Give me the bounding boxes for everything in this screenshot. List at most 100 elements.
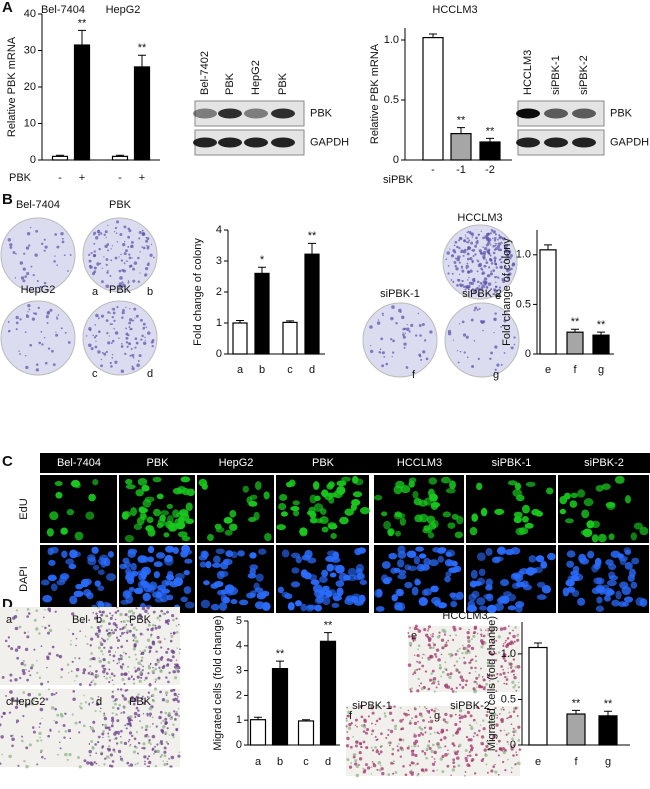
colony [459, 350, 462, 353]
colony [378, 350, 381, 354]
nucleus [479, 605, 487, 611]
migrated-cell [456, 750, 460, 753]
nucleus [68, 563, 77, 570]
migrated-cell [469, 714, 473, 718]
migrated-cell [512, 658, 516, 661]
migrated-cell [154, 624, 157, 627]
migrated-cell [516, 634, 519, 637]
colony [493, 331, 495, 334]
migrated-cell [27, 612, 31, 615]
x-tick-label: g [598, 364, 604, 376]
migrated-cell [490, 685, 494, 689]
colony [118, 284, 122, 289]
migrated-cell [131, 719, 134, 722]
migrated-cell [90, 652, 93, 655]
nucleus [535, 510, 544, 517]
nucleus [628, 568, 636, 578]
migrated-cell [112, 700, 115, 703]
migrated-cell [147, 664, 151, 668]
migrated-cell [116, 609, 120, 613]
migrated-cell [496, 714, 499, 717]
migrated-cell [111, 706, 115, 710]
y-tick-label: 1.0 [501, 648, 516, 660]
nucleus [321, 569, 329, 578]
migrated-cell [142, 746, 146, 750]
migrated-cell [512, 727, 515, 730]
error-bar [604, 710, 612, 716]
bar [479, 141, 501, 161]
colony [35, 363, 39, 366]
colony [139, 272, 141, 274]
migrated-cell [22, 715, 25, 718]
nucleus [220, 561, 229, 570]
error-bar [534, 642, 542, 648]
migrated-cell [132, 702, 136, 706]
migrated-cell [170, 755, 175, 760]
migrated-cell [482, 727, 486, 731]
migrated-cell [39, 707, 44, 712]
migrated-cell [9, 673, 13, 677]
migrated-cell [38, 731, 42, 736]
migrated-cell [500, 665, 503, 668]
colony [30, 265, 33, 268]
nucleus [47, 547, 54, 556]
colony [139, 251, 141, 253]
migrated-cell [515, 689, 518, 692]
migrated-cell [95, 762, 98, 765]
migrated-cell [108, 628, 111, 631]
migrated-cell [172, 698, 176, 702]
migrated-cell [0, 723, 2, 727]
migrated-cell [408, 721, 412, 725]
migrated-cell [157, 625, 162, 629]
migrated-cell [26, 615, 30, 618]
migrated-cell [363, 725, 367, 729]
nucleus [445, 549, 456, 557]
nucleus [541, 584, 552, 594]
migrated-cell [155, 725, 158, 728]
migrated-cell [78, 657, 81, 660]
migrated-cell [97, 633, 100, 636]
colony [44, 245, 48, 249]
y-axis-label: Relative PBK mRNA [6, 36, 18, 137]
migrated-cell [15, 719, 20, 723]
error-bar [254, 716, 262, 720]
migrated-cell [136, 675, 140, 679]
migrated-cell [166, 663, 169, 666]
migrated-cell [132, 626, 136, 630]
migrated-cell [420, 732, 423, 735]
nucleus [138, 572, 147, 581]
migrated-cell [370, 773, 373, 775]
migrated-cell [109, 653, 112, 656]
migrated-cell [172, 723, 175, 726]
nucleus [326, 563, 334, 572]
migrated-cell [74, 721, 78, 725]
migrated-cell [131, 675, 133, 678]
colony [103, 352, 107, 356]
colony [107, 341, 111, 345]
migrated-cell [14, 678, 18, 682]
y-tick-label: 1 [216, 317, 222, 329]
nucleus [279, 493, 288, 501]
nucleus [447, 522, 456, 529]
migrated-cell [456, 756, 460, 760]
colony [478, 307, 481, 310]
colony [138, 237, 141, 240]
migrated-cell [137, 752, 139, 755]
migrated-cell [396, 745, 399, 748]
migrated-cell [166, 610, 169, 614]
migrated-cell [177, 754, 181, 758]
y-tick-label: 20 [24, 81, 36, 93]
nucleus [160, 510, 169, 516]
migrated-cell [139, 616, 142, 620]
migrated-cell [423, 770, 425, 773]
migrated-cell [142, 634, 144, 636]
migrated-cell [468, 750, 471, 754]
migrated-cell [429, 732, 432, 736]
migrated-cell [345, 717, 348, 720]
nucleus [387, 528, 395, 536]
panel-letter: D [2, 596, 13, 613]
migrated-cell [490, 674, 494, 678]
migrated-cell [416, 654, 420, 658]
migrated-cell [113, 674, 116, 677]
nucleus [471, 513, 479, 522]
